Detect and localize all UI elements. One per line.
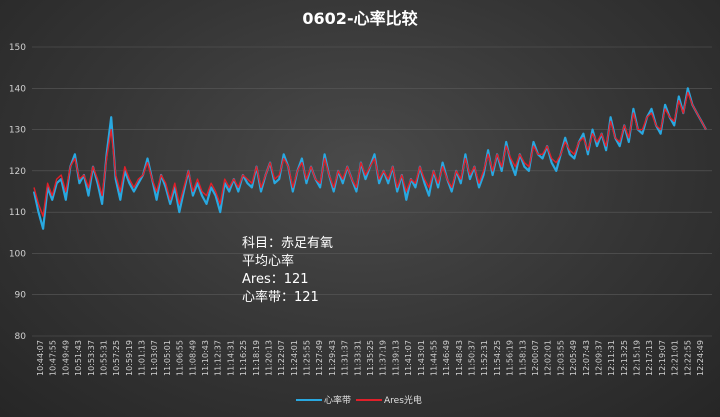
- x-tick-label: 11:58:13: [518, 340, 527, 376]
- legend-label-strap: 心率带: [324, 394, 351, 406]
- y-tick-label: 100: [9, 249, 26, 259]
- x-tick-label: 11:25:55: [303, 340, 312, 376]
- x-tick-label: 12:17:13: [645, 340, 654, 376]
- x-tick-label: 12:11:31: [607, 340, 616, 376]
- x-tick-label: 11:43:01: [417, 340, 426, 376]
- x-tick-label: 11:46:49: [442, 340, 451, 376]
- x-tick-label: 11:16:25: [239, 340, 248, 376]
- annotation-block: 科目：赤足有氧 平均心率 Ares：121 心率带：121: [242, 236, 333, 305]
- chart-title: 0602-心率比较: [302, 9, 417, 28]
- x-tick-label: 11:35:25: [366, 340, 375, 376]
- y-tick-label: 120: [9, 167, 26, 177]
- y-tick-label: 130: [9, 126, 26, 136]
- x-tick-label: 11:41:07: [404, 340, 413, 376]
- x-tick-label: 10:59:19: [125, 340, 134, 376]
- x-tick-label: 10:44:07: [36, 340, 45, 376]
- x-tick-label: 10:51:43: [74, 340, 83, 376]
- x-tick-label: 10:55:31: [99, 340, 108, 376]
- x-tick-label: 12:15:19: [633, 340, 642, 376]
- x-tick-label: 12:00:07: [531, 340, 540, 376]
- y-axis-ticks: 80 90 100 110 120 130 140 150: [9, 43, 26, 342]
- y-tick-label: 90: [15, 291, 27, 301]
- x-tick-label: 12:09:37: [594, 340, 603, 376]
- x-tick-label: 11:52:31: [480, 340, 489, 376]
- legend-label-ares: Ares光电: [384, 394, 422, 406]
- x-tick-label: 12:24:49: [696, 340, 705, 376]
- x-tick-label: 11:10:43: [201, 340, 210, 376]
- x-tick-label: 11:27:49: [315, 340, 324, 376]
- x-tick-label: 11:56:19: [506, 340, 515, 376]
- y-tick-label: 110: [9, 208, 26, 218]
- x-tick-label: 11:50:37: [468, 340, 477, 376]
- x-tick-label: 11:29:43: [328, 340, 337, 376]
- annotation-avg-label: 平均心率: [242, 253, 294, 269]
- x-tick-label: 12:05:49: [569, 340, 578, 376]
- x-tick-label: 10:57:25: [112, 340, 121, 376]
- x-tick-label: 11:48:43: [455, 340, 464, 376]
- x-tick-label: 12:21:01: [671, 340, 680, 376]
- x-tick-label: 11:03:07: [150, 340, 159, 376]
- x-axis-ticks: 10:44:07 10:47:55 10:49:49 10:51:43 10:53:37…: [36, 340, 705, 376]
- x-tick-label: 12:19:07: [658, 340, 667, 376]
- x-tick-label: 11:37:19: [379, 340, 388, 376]
- x-tick-label: 11:05:01: [163, 340, 172, 376]
- series-group: [32, 87, 707, 230]
- x-tick-label: 11:06:55: [176, 340, 185, 376]
- x-tick-label: 11:20:13: [264, 340, 273, 376]
- grid-lines: [32, 46, 712, 337]
- annotation-strap-value: 心率带：121: [242, 289, 319, 305]
- series-line-strap: [32, 87, 707, 230]
- annotation-subject: 科目：赤足有氧: [242, 236, 333, 251]
- x-tick-label: 11:54:25: [493, 340, 502, 376]
- x-tick-label: 10:53:37: [87, 340, 96, 376]
- x-tick-label: 10:49:49: [61, 340, 70, 376]
- x-tick-label: 11:08:49: [188, 340, 197, 376]
- x-tick-label: 11:44:55: [429, 340, 438, 376]
- x-tick-label: 12:07:43: [582, 340, 591, 376]
- x-tick-label: 11:24:01: [290, 340, 299, 376]
- x-tick-label: 11:12:37: [214, 340, 223, 376]
- x-tick-label: 11:22:07: [277, 340, 286, 376]
- annotation-ares-value: Ares：121: [242, 272, 309, 287]
- legend: 心率带 Ares光电: [296, 394, 422, 406]
- x-tick-label: 12:13:25: [620, 340, 629, 376]
- x-tick-label: 11:39:13: [391, 340, 400, 376]
- y-tick-label: 80: [15, 332, 27, 342]
- x-tick-label: 10:47:55: [49, 340, 58, 376]
- x-tick-label: 11:33:31: [353, 340, 362, 376]
- x-tick-label: 12:03:55: [556, 340, 565, 376]
- x-tick-label: 11:31:37: [341, 340, 350, 376]
- y-tick-label: 140: [9, 84, 26, 94]
- x-tick-label: 11:01:13: [138, 340, 147, 376]
- y-tick-label: 150: [9, 43, 26, 53]
- x-tick-label: 12:22:55: [683, 340, 692, 376]
- x-tick-label: 11:14:31: [226, 340, 235, 376]
- x-tick-label: 12:02:01: [544, 340, 553, 376]
- series-line-ares: [33, 91, 707, 218]
- x-tick-label: 11:18:19: [252, 340, 261, 376]
